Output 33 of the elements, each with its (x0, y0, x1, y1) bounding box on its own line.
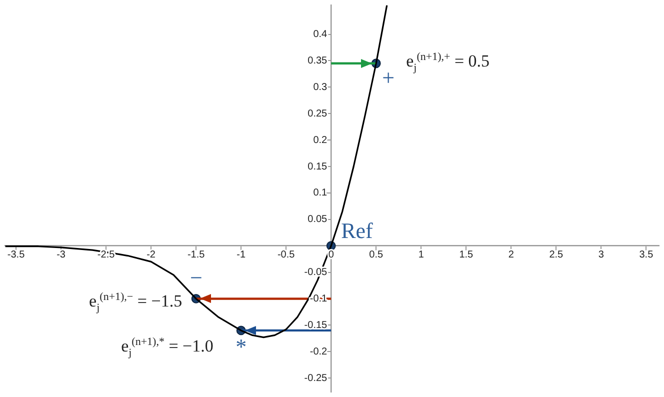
annotation: * (236, 334, 247, 360)
annotation: Ref (341, 218, 373, 243)
y-tick-label: 0.4 (313, 29, 328, 40)
y-tick-label: -0.15 (304, 320, 328, 331)
annotation: + (382, 65, 395, 90)
x-tick-label: -2 (146, 250, 156, 261)
x-tick-label: -3 (56, 250, 66, 261)
y-tick-label: -0.25 (304, 372, 328, 384)
annotation: e$_{j}$$^{(n+1),*}$ = −1.0 (121, 336, 214, 360)
annotation: − (190, 264, 202, 290)
y-tick-label: 0.35 (308, 55, 328, 66)
x-tick-label: 3.5 (639, 250, 654, 261)
y-tick-label: 0.25 (308, 108, 328, 120)
y-tick-label: 0.3 (313, 82, 328, 93)
x-tick-label: 0.5 (369, 250, 384, 261)
x-tick-label: -0.5 (277, 250, 296, 261)
x-tick-label: 3 (598, 250, 604, 261)
y-tick-label: 0.15 (308, 161, 328, 172)
x-tick-label: -1.5 (187, 250, 206, 261)
annotation: e$_{j}$$^{(n+1),−}$ = −1.5 (89, 290, 182, 314)
x-tick-label: -1 (236, 250, 246, 261)
y-tick-label: 0.1 (313, 188, 328, 199)
x-tick-label: -3.5 (7, 250, 26, 261)
y-tick-label: 0.05 (308, 214, 328, 226)
y-tick-label: -0.2 (310, 346, 328, 358)
x-tick-label: 2.5 (549, 250, 564, 261)
x-tick-label: -2.5 (97, 250, 116, 261)
x-tick-label: 1.5 (459, 250, 474, 261)
x-tick-label: 0 (328, 250, 334, 261)
x-tick-label: 2 (508, 250, 514, 261)
x-tick-label: 1 (418, 250, 424, 261)
y-tick-label: 0.2 (313, 134, 328, 146)
annotation: e$_{j}$$^{(n+1),+}$ = 0.5 (406, 51, 490, 74)
